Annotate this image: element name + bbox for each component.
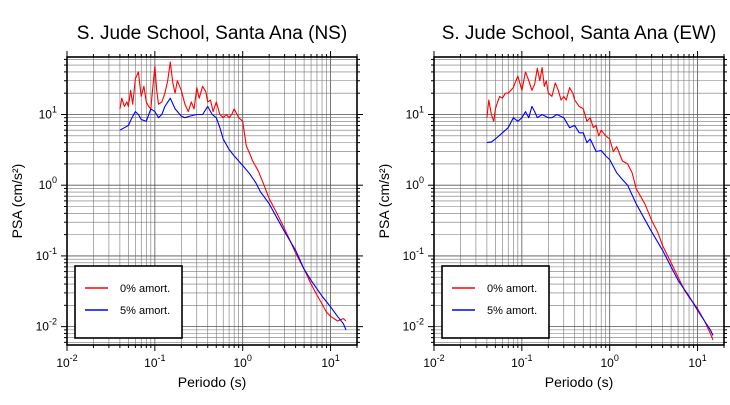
- legend-box: [441, 265, 550, 339]
- x-tick-label: 100: [601, 353, 619, 370]
- legend-label: 0% amort.: [120, 283, 170, 295]
- series-line-damping-0: [119, 61, 347, 322]
- legend-label: 0% amort.: [487, 283, 537, 295]
- x-tick-label: 10-1: [511, 353, 532, 370]
- chart-title: S. Jude School, Santa Ana (EW): [442, 23, 717, 44]
- series-line-damping-5: [486, 105, 714, 336]
- legend: 0% amort. 5% amort.: [441, 265, 550, 339]
- series-line-damping-5: [119, 97, 347, 331]
- y-axis-label: PSA (cm/s²): [9, 164, 25, 239]
- y-tick-label: 10-1: [36, 246, 57, 263]
- chart-panel-2: 10-2 10-1 100 101 10-2 10-1 100 101 S. Jude Scho…: [376, 23, 730, 390]
- y-tick-label: 10-2: [36, 317, 57, 334]
- legend: 0% amort. 5% amort.: [74, 265, 183, 339]
- y-axis-label: PSA (cm/s²): [376, 164, 392, 239]
- x-tick-label: 100: [234, 353, 252, 370]
- tick-marks: [428, 51, 730, 351]
- y-tick-label: 10-2: [403, 317, 424, 334]
- y-tick-label: 100: [39, 175, 57, 192]
- tick-marks: [61, 51, 363, 351]
- chart-panel-1: 10-2 10-1 100 101 10-2 10-1 100 101 S. Jude Scho…: [9, 23, 363, 390]
- series-line-damping-0: [486, 67, 714, 341]
- x-axis-label: Periodo (s): [178, 374, 246, 390]
- x-axis-label: Periodo (s): [545, 374, 613, 390]
- legend-label: 5% amort.: [487, 305, 537, 317]
- y-tick-label: 101: [39, 104, 57, 121]
- x-tick-label: 10-1: [144, 353, 165, 370]
- legend-box: [74, 265, 183, 339]
- y-tick-label: 101: [406, 104, 424, 121]
- x-tick-label: 101: [688, 353, 706, 370]
- x-tick-label: 101: [321, 353, 339, 370]
- legend-label: 5% amort.: [120, 305, 170, 317]
- x-tick-label: 10-2: [423, 353, 444, 370]
- y-tick-label: 100: [406, 175, 424, 192]
- chart-title: S. Jude School, Santa Ana (NS): [77, 23, 347, 44]
- x-tick-label: 10-2: [56, 353, 77, 370]
- y-tick-label: 10-1: [403, 246, 424, 263]
